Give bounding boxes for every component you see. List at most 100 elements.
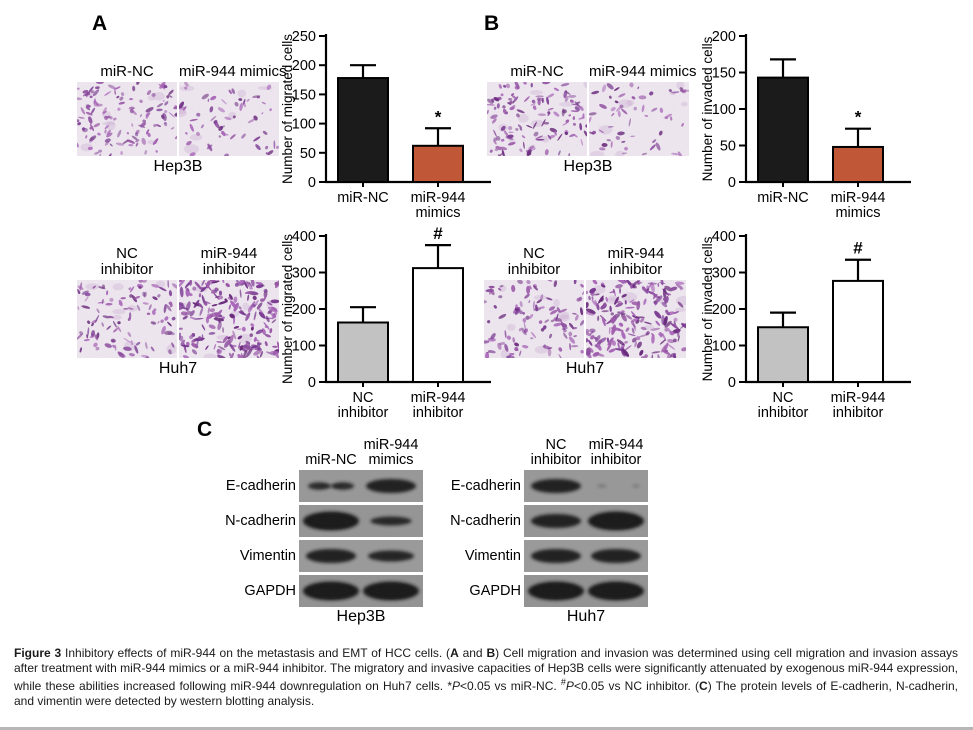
micrograph-image: [77, 280, 177, 358]
panel-a-label: A: [92, 12, 108, 35]
micrograph-column-label: miR-944 mimics: [179, 63, 287, 80]
caption-segment: <0.05 vs miR-NC.: [460, 679, 561, 694]
cell-line-label: Huh7: [158, 360, 198, 377]
svg-text:200: 200: [292, 302, 316, 318]
cell-line-label: Hep3B: [563, 158, 613, 175]
svg-text:Number of migrated cells: Number of migrated cells: [281, 234, 295, 384]
blot-row-label: E-cadherin: [225, 478, 296, 494]
micrograph-column-label: miR-944 mimics: [589, 63, 697, 80]
svg-text:50: 50: [720, 139, 736, 155]
caption-segment: ) Cell migration and invasion was determ…: [14, 646, 958, 694]
blot-lane-label: miR-944 mimics: [363, 437, 419, 468]
svg-text:0: 0: [728, 375, 736, 391]
micrograph-column-label: miR-944 inhibitor: [607, 245, 665, 278]
figure-caption: Figure 3 Inhibitory effects of miR-944 o…: [14, 646, 958, 709]
micrograph-image: [586, 280, 686, 358]
blot-row-label: N-cadherin: [450, 513, 521, 529]
blot-row-label: N-cadherin: [225, 513, 296, 529]
caption-segment: ) The protein levels of E-cadherin, N-ca…: [14, 679, 958, 709]
caption-segment: Inhibitory effects of miR-944 on the met…: [65, 646, 451, 660]
svg-text:inhibitor: inhibitor: [758, 405, 809, 421]
svg-text:inhibitor: inhibitor: [338, 405, 389, 421]
micrograph-group-b-hep3b: miR-NC miR-944 mimics Hep3B: [487, 56, 697, 176]
micrograph-image: [77, 82, 177, 156]
micrograph-column-label: NC inhibitor: [100, 245, 154, 278]
svg-text:miR-944: miR-944: [831, 190, 886, 206]
svg-text:0: 0: [728, 175, 736, 191]
svg-text:inhibitor: inhibitor: [833, 405, 884, 421]
caption-segment: C: [699, 679, 708, 694]
micrograph-group-b-huh7: NC inhibitor miR-944 inhibitor Huh7: [484, 242, 686, 378]
caption-segment: A: [450, 646, 459, 660]
micrograph-image: [487, 82, 587, 156]
caption-segment: P: [565, 679, 574, 694]
caption-segment: #: [560, 677, 566, 688]
blot-row-label: Vimentin: [464, 548, 521, 564]
micrograph-column-label: miR-944 inhibitor: [200, 245, 258, 278]
svg-text:100: 100: [712, 102, 736, 118]
cell-line-label: Hep3B: [153, 158, 203, 175]
svg-text:300: 300: [292, 266, 316, 282]
svg-text:mimics: mimics: [415, 205, 460, 221]
svg-text:100: 100: [292, 339, 316, 355]
svg-text:200: 200: [712, 302, 736, 318]
panel-b-label: B: [484, 12, 500, 35]
blot-row-label: GAPDH: [244, 583, 296, 599]
svg-text:Number of migrated cells: Number of migrated cells: [281, 34, 295, 184]
svg-text:miR-944: miR-944: [411, 390, 466, 406]
panel-c-label: C: [197, 418, 213, 441]
caption-segment: and: [458, 646, 487, 660]
cell-line-label: Hep3B: [336, 608, 386, 625]
svg-text:200: 200: [292, 58, 316, 74]
micrograph-group-a-hep3b: miR-NC miR-944 mimics Hep3B: [77, 56, 287, 176]
micrograph-image: [179, 82, 279, 156]
western-blot-huh7: [524, 470, 648, 607]
svg-text:100: 100: [712, 339, 736, 355]
svg-text:miR-NC: miR-NC: [757, 190, 809, 206]
caption-segment: B: [486, 646, 496, 660]
svg-text:250: 250: [292, 29, 316, 45]
svg-text:Number of invaded cells: Number of invaded cells: [701, 36, 715, 181]
caption-segment: Figure 3: [14, 646, 66, 660]
micrograph-column-label: miR-NC: [100, 63, 154, 80]
blot-row-label: GAPDH: [469, 583, 521, 599]
cell-line-label: Huh7: [565, 360, 605, 377]
micrograph-image: [589, 82, 689, 156]
svg-text:mimics: mimics: [835, 205, 880, 221]
svg-text:NC: NC: [353, 390, 374, 406]
svg-text:50: 50: [300, 146, 316, 162]
svg-text:100: 100: [292, 117, 316, 133]
svg-text:0: 0: [308, 175, 316, 191]
micrograph-group-a-huh7: NC inhibitor miR-944 inhibitor Huh7: [77, 242, 279, 378]
blot-row-label: E-cadherin: [450, 478, 521, 494]
micrograph-column-label: miR-NC: [510, 63, 564, 80]
micrograph-image: [179, 280, 279, 358]
svg-text:150: 150: [292, 87, 316, 103]
caption-segment: <0.05 vs NC inhibitor. (: [573, 679, 700, 694]
svg-text:*: *: [855, 108, 862, 127]
micrograph-column-label: NC inhibitor: [507, 245, 561, 278]
svg-text:miR-944: miR-944: [411, 190, 466, 206]
blot-lane-label: miR-944 inhibitor: [588, 437, 644, 468]
svg-text:400: 400: [712, 229, 736, 245]
svg-text:0: 0: [308, 375, 316, 391]
cell-line-label: Huh7: [566, 608, 606, 625]
micrograph-image: [484, 280, 584, 358]
page-bottom-rule: [0, 727, 973, 730]
svg-text:#: #: [433, 224, 443, 243]
svg-text:*: *: [435, 107, 442, 126]
blot-lane-label: NC inhibitor: [530, 437, 582, 468]
svg-text:Number of invaded cells: Number of invaded cells: [701, 236, 715, 381]
svg-text:300: 300: [712, 266, 736, 282]
svg-text:150: 150: [712, 66, 736, 82]
svg-text:miR-944: miR-944: [831, 390, 886, 406]
blot-lane-label: miR-NC: [305, 452, 357, 468]
svg-text:200: 200: [712, 29, 736, 45]
svg-text:miR-NC: miR-NC: [337, 190, 389, 206]
blot-row-label: Vimentin: [239, 548, 296, 564]
western-blot-hep3b: [299, 470, 423, 607]
